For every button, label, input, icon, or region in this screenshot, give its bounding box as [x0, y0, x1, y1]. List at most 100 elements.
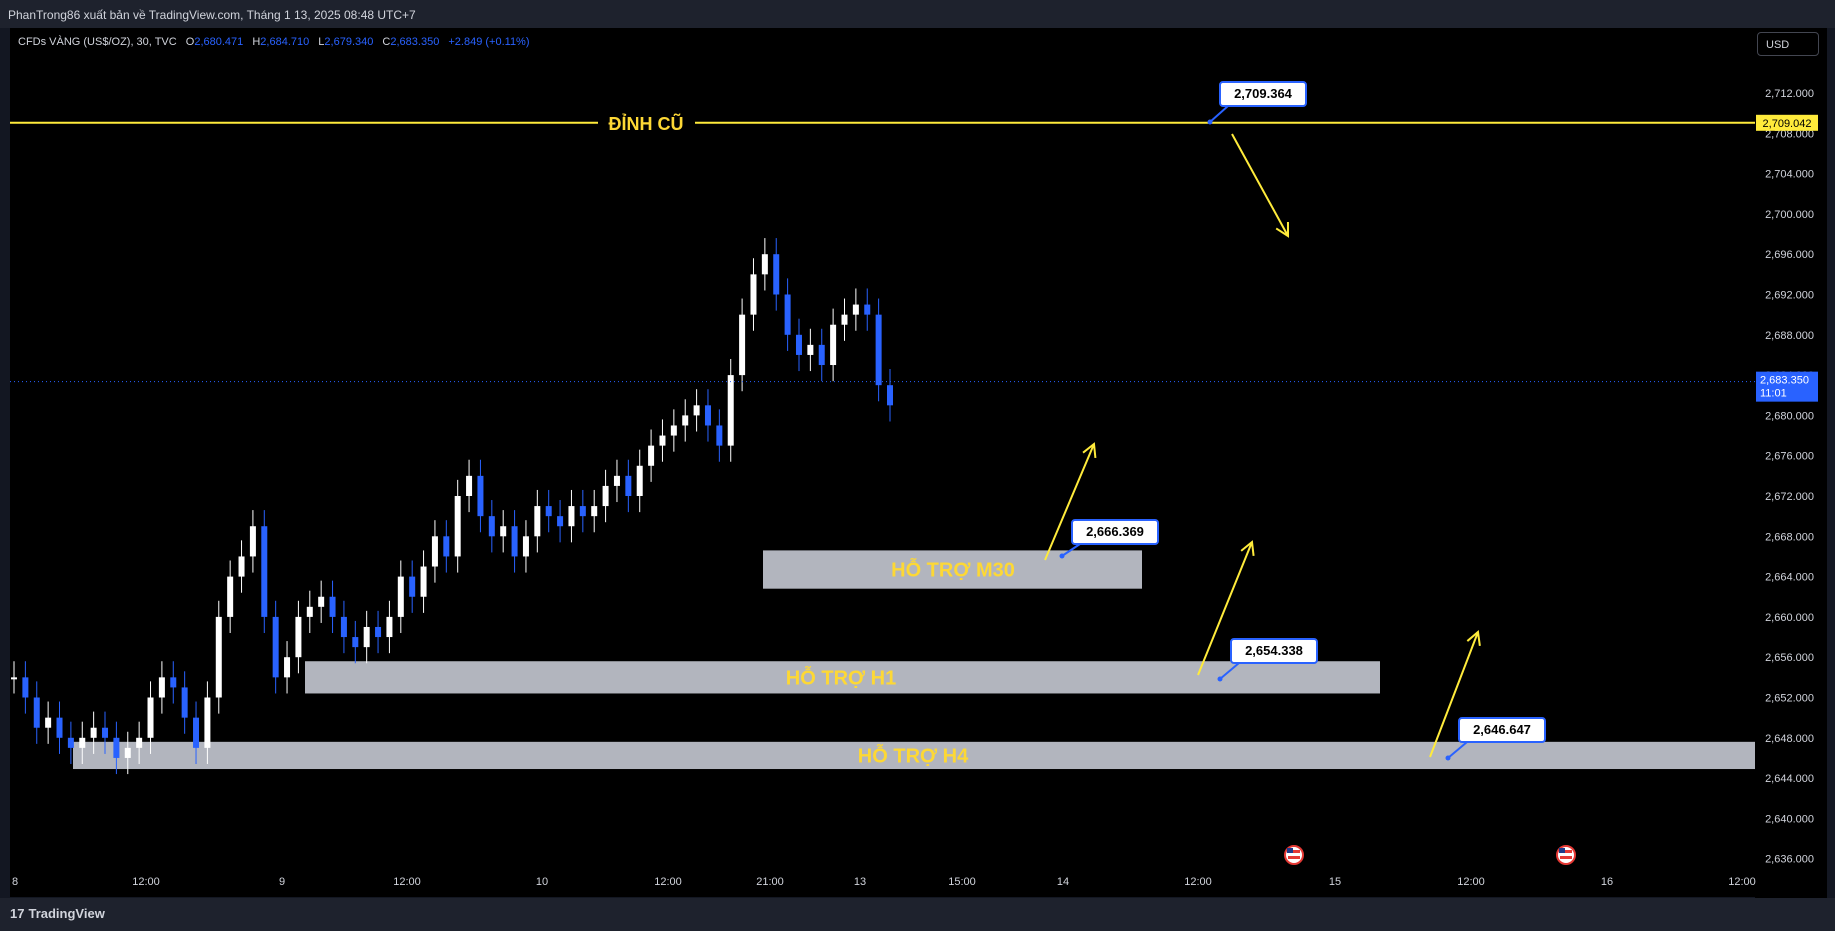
candle-body — [181, 687, 188, 718]
price-axis-bg[interactable] — [1755, 28, 1827, 898]
price-tick-label: 2,636.000 — [1765, 854, 1814, 866]
projection-arrow[interactable] — [1231, 133, 1289, 237]
open-value: 2,680.471 — [194, 36, 244, 48]
candle-body — [340, 616, 347, 638]
candle-body — [306, 606, 313, 617]
candle-body — [102, 727, 109, 738]
candle-body — [56, 717, 63, 738]
support-zone[interactable] — [73, 741, 1755, 770]
time-tick-label: 14 — [1057, 876, 1069, 888]
candle-body — [477, 475, 484, 517]
publish-text: PhanTrong86 xuất bản về TradingView.com,… — [8, 8, 416, 22]
time-axis: 8 12:00 9 12:00 10 12:00 21:00 13 15:00 14 12:00 15… — [12, 876, 1756, 888]
candle-body — [284, 657, 291, 678]
candle-body — [318, 596, 325, 607]
candle-body — [818, 344, 825, 366]
candle-body — [887, 385, 893, 406]
candle-body — [784, 294, 791, 335]
projection-arrow[interactable] — [1197, 541, 1253, 676]
candle-body — [670, 425, 677, 436]
candle-body — [67, 737, 74, 748]
countdown-text: 11:01 — [1760, 388, 1787, 400]
support-zone-label: HỖ TRỢ M30 — [891, 558, 1015, 582]
time-tick-label: 15:00 — [948, 876, 976, 888]
candle-body — [557, 516, 564, 527]
candle-body — [761, 254, 768, 275]
last-price-tag — [1756, 371, 1818, 402]
candle-body — [227, 576, 234, 617]
candle-body — [170, 677, 177, 688]
projection-arrowhead — [1275, 221, 1290, 238]
projection-arrow[interactable] — [1044, 443, 1095, 561]
us-flag-event-icon[interactable] — [1556, 845, 1576, 865]
publish-header: PhanTrong86 xuất bản về TradingView.com,… — [0, 0, 1835, 28]
tradingview-logo[interactable]: 17 TradingView — [10, 906, 105, 921]
candle-body — [830, 324, 837, 366]
high-value: 2,684.710 — [260, 36, 310, 48]
time-tick-label: 12:00 — [654, 876, 682, 888]
callout-price-text: 2,666.369 — [1086, 524, 1144, 539]
price-tick-label: 2,644.000 — [1765, 773, 1814, 785]
candle-body — [773, 254, 780, 295]
callout-box[interactable] — [1071, 519, 1159, 545]
candle-body — [386, 616, 393, 638]
candle-body — [500, 526, 507, 537]
time-tick-label: 8 — [12, 876, 18, 888]
candle-body — [807, 344, 814, 355]
candle-body — [602, 485, 609, 507]
candle-body — [261, 526, 268, 617]
projection-arrow[interactable] — [1429, 631, 1479, 758]
candle-body — [295, 616, 302, 658]
candle-body — [591, 506, 598, 517]
projection-arrowhead — [1082, 442, 1097, 459]
callout-box[interactable] — [1458, 717, 1546, 743]
us-flag-event-icon[interactable] — [1284, 845, 1304, 865]
callout-box[interactable] — [1219, 81, 1307, 107]
callout-anchor[interactable] — [1059, 553, 1065, 559]
candle-body — [431, 536, 438, 567]
old-peak-price-tag — [1756, 114, 1818, 131]
time-tick-label: 12:00 — [393, 876, 421, 888]
callout-pointer — [1447, 741, 1468, 759]
candle-body — [625, 475, 632, 496]
time-tick-label: 13 — [854, 876, 866, 888]
footer-bar: 17 TradingView — [0, 898, 1835, 931]
candle-body — [466, 475, 473, 496]
price-tick-label: 2,692.000 — [1765, 290, 1814, 302]
old-peak-price-tag-text: 2,709.042 — [1763, 118, 1812, 130]
brand-text: TradingView — [28, 906, 105, 921]
candle-body — [875, 314, 882, 386]
high-label: H — [252, 36, 261, 48]
price-tick-label: 2,712.000 — [1765, 88, 1814, 100]
price-tick-label: 2,668.000 — [1765, 531, 1814, 543]
callout-anchor[interactable] — [1217, 676, 1223, 682]
time-tick-label: 10 — [536, 876, 548, 888]
price-tick-label: 2,708.000 — [1765, 128, 1814, 140]
candle-body — [33, 697, 40, 728]
currency-selector[interactable]: USD — [1757, 32, 1819, 56]
low-label: L — [318, 36, 325, 48]
candle-body — [22, 677, 29, 698]
support-zone[interactable] — [763, 550, 1142, 589]
support-zone-label: HỖ TRỢ H4 — [858, 743, 969, 767]
price-tick-label: 2,664.000 — [1765, 572, 1814, 584]
callout-anchor[interactable] — [1207, 119, 1213, 125]
time-tick-label: 9 — [279, 876, 285, 888]
callout-box[interactable] — [1230, 638, 1318, 664]
candle-body — [158, 677, 165, 698]
tv-logo-icon: 17 — [10, 906, 25, 921]
callout-anchor[interactable] — [1445, 755, 1451, 761]
candle-body — [545, 506, 552, 517]
candle-body — [727, 375, 734, 446]
candle-body — [659, 435, 666, 446]
time-tick-label: 16 — [1601, 876, 1613, 888]
price-tick-label: 2,700.000 — [1765, 209, 1814, 221]
close-value: 2,683.350 — [390, 36, 440, 48]
candle-body — [113, 737, 120, 758]
candle-body — [443, 536, 450, 557]
candle-body — [420, 566, 427, 597]
candle-body — [852, 304, 859, 315]
candle-body — [795, 334, 802, 355]
change-value: +2.849 (+0.11%) — [448, 36, 530, 48]
